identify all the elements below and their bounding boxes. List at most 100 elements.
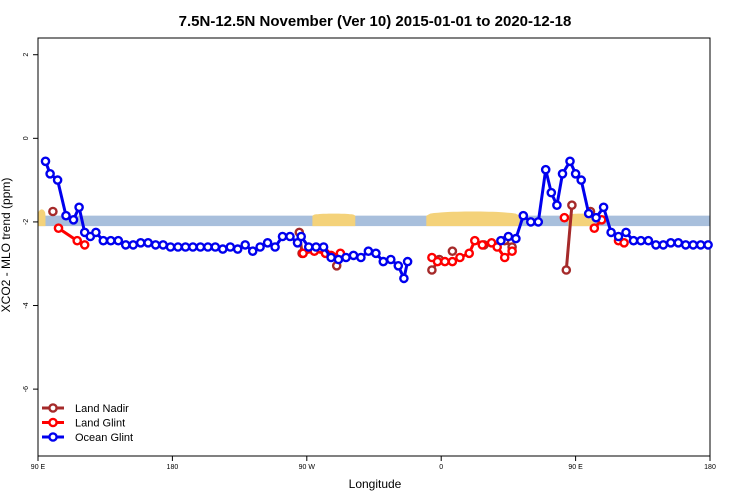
ocean-glint-point: [540, 164, 551, 175]
ocean-glint-point: [74, 202, 84, 213]
land-nadir-point: [48, 206, 58, 217]
ocean-glint-point: [210, 242, 221, 252]
land-glint-point: [499, 252, 510, 263]
ocean-glint-point: [533, 217, 544, 227]
ocean-glint-point: [636, 235, 646, 246]
ocean-glint-point: [371, 248, 381, 259]
x-tick-label: 180: [704, 464, 716, 471]
ocean-glint-point: [113, 235, 124, 246]
ocean-glint-point: [385, 254, 396, 265]
ocean-glint-point: [688, 240, 699, 250]
x-tick-label: 90 E: [568, 464, 583, 471]
ocean-glint-point: [318, 242, 329, 252]
ocean-glint-point: [557, 168, 568, 179]
ocean-glint-point: [203, 242, 213, 252]
chart-title: 7.5N-12.5N November (Ver 10) 2015-01-01 …: [179, 13, 572, 30]
land-nadir-point: [447, 246, 458, 256]
ocean-glint-point: [591, 212, 601, 223]
x-tick-label: 0: [439, 464, 443, 471]
ocean-glint-point: [240, 240, 250, 250]
ocean-glint-point: [247, 246, 258, 256]
ocean-glint-point: [40, 156, 51, 167]
x-tick-label: 90 E: [31, 464, 46, 471]
ocean-glint-point: [285, 231, 295, 242]
land-glint-point: [619, 237, 629, 248]
land-glint-point: [469, 235, 480, 246]
ocean-glint-point: [363, 246, 374, 256]
land-glint-point: [455, 252, 465, 263]
y-tick-label: 0: [23, 136, 30, 140]
x-tick-label: 90 W: [299, 464, 316, 471]
ocean-glint-point: [546, 187, 557, 198]
legend-ocean-glint-label: Ocean Glint: [75, 432, 133, 444]
ocean-glint-point: [399, 273, 409, 284]
ocean-glint-point: [150, 240, 161, 250]
ocean-glint-point: [165, 242, 176, 252]
ocean-glint-point: [262, 237, 273, 248]
ocean-glint-point: [393, 260, 404, 271]
ocean-glint-point: [511, 233, 521, 244]
ocean-glint-point: [91, 227, 101, 238]
ocean-glint-point: [98, 235, 109, 246]
legend-land-glint-label: Land Glint: [75, 418, 125, 430]
ocean-glint-point: [703, 240, 713, 250]
ocean-glint-point: [232, 244, 243, 254]
ocean-glint-point: [552, 200, 562, 210]
ocean-glint-point: [158, 240, 168, 250]
ocean-glint-point: [628, 235, 639, 246]
legend-ocean-glint-marker: [48, 432, 58, 442]
y-tick-label: -6: [23, 386, 30, 392]
x-tick-label: 180: [167, 464, 179, 471]
land-nadir-point: [567, 200, 577, 210]
surface-bands: [38, 209, 710, 227]
ocean-glint-point: [303, 242, 314, 252]
ocean-glint-point: [503, 231, 514, 242]
land-glint-point: [79, 240, 90, 250]
ocean-glint-point: [658, 240, 669, 250]
land-glint-point: [298, 248, 308, 259]
land-nadir-point: [561, 265, 572, 275]
ocean-glint-point: [526, 217, 536, 227]
land-glint-point: [440, 256, 450, 267]
land-glint-point: [507, 246, 517, 256]
land-glint-point: [432, 256, 443, 267]
ocean-glint-point: [195, 242, 206, 252]
ocean-glint-point: [333, 254, 344, 265]
ocean-glint-point: [225, 242, 236, 252]
x-axis-label: Longitude: [349, 477, 402, 491]
land-region-2: [426, 211, 520, 227]
ocean-glint-point: [270, 242, 280, 252]
ocean-glint-point: [651, 240, 661, 250]
land-region-0: [38, 209, 46, 227]
land-glint-point: [72, 235, 82, 246]
land-nadir-line: [564, 205, 574, 271]
land-glint-point: [447, 256, 458, 267]
ocean-glint-point: [680, 240, 691, 250]
ocean-glint-point: [402, 256, 413, 267]
ocean-glint-point: [356, 252, 366, 263]
ocean-glint-series: [40, 156, 713, 284]
legend: Land Nadir Land Glint Ocean Glint: [42, 403, 133, 444]
ocean-glint-point: [188, 242, 198, 252]
land-glint-point: [589, 223, 600, 233]
ocean-glint-point: [496, 235, 506, 246]
land-glint-point: [53, 223, 64, 233]
ocean-glint-point: [598, 202, 609, 213]
ocean-glint-point: [277, 231, 288, 242]
ocean-glint-point: [606, 227, 616, 238]
land-glint-series: [53, 212, 629, 267]
ocean-glint-point: [45, 168, 55, 179]
surface-band: [38, 215, 710, 227]
ocean-glint-point: [173, 242, 183, 252]
land-glint-point: [477, 240, 488, 250]
ocean-glint-point: [255, 242, 265, 252]
ocean-glint-point: [143, 237, 153, 248]
ocean-glint-point: [643, 235, 654, 246]
ocean-glint-point: [576, 175, 587, 185]
ocean-glint-point: [673, 237, 684, 248]
ocean-glint-point: [106, 235, 116, 246]
y-tick-label: -4: [23, 302, 30, 308]
ocean-glint-point: [120, 240, 131, 250]
y-axis-label: XCO2 - MLO trend (ppm): [0, 178, 13, 313]
series-layer: [40, 156, 713, 284]
